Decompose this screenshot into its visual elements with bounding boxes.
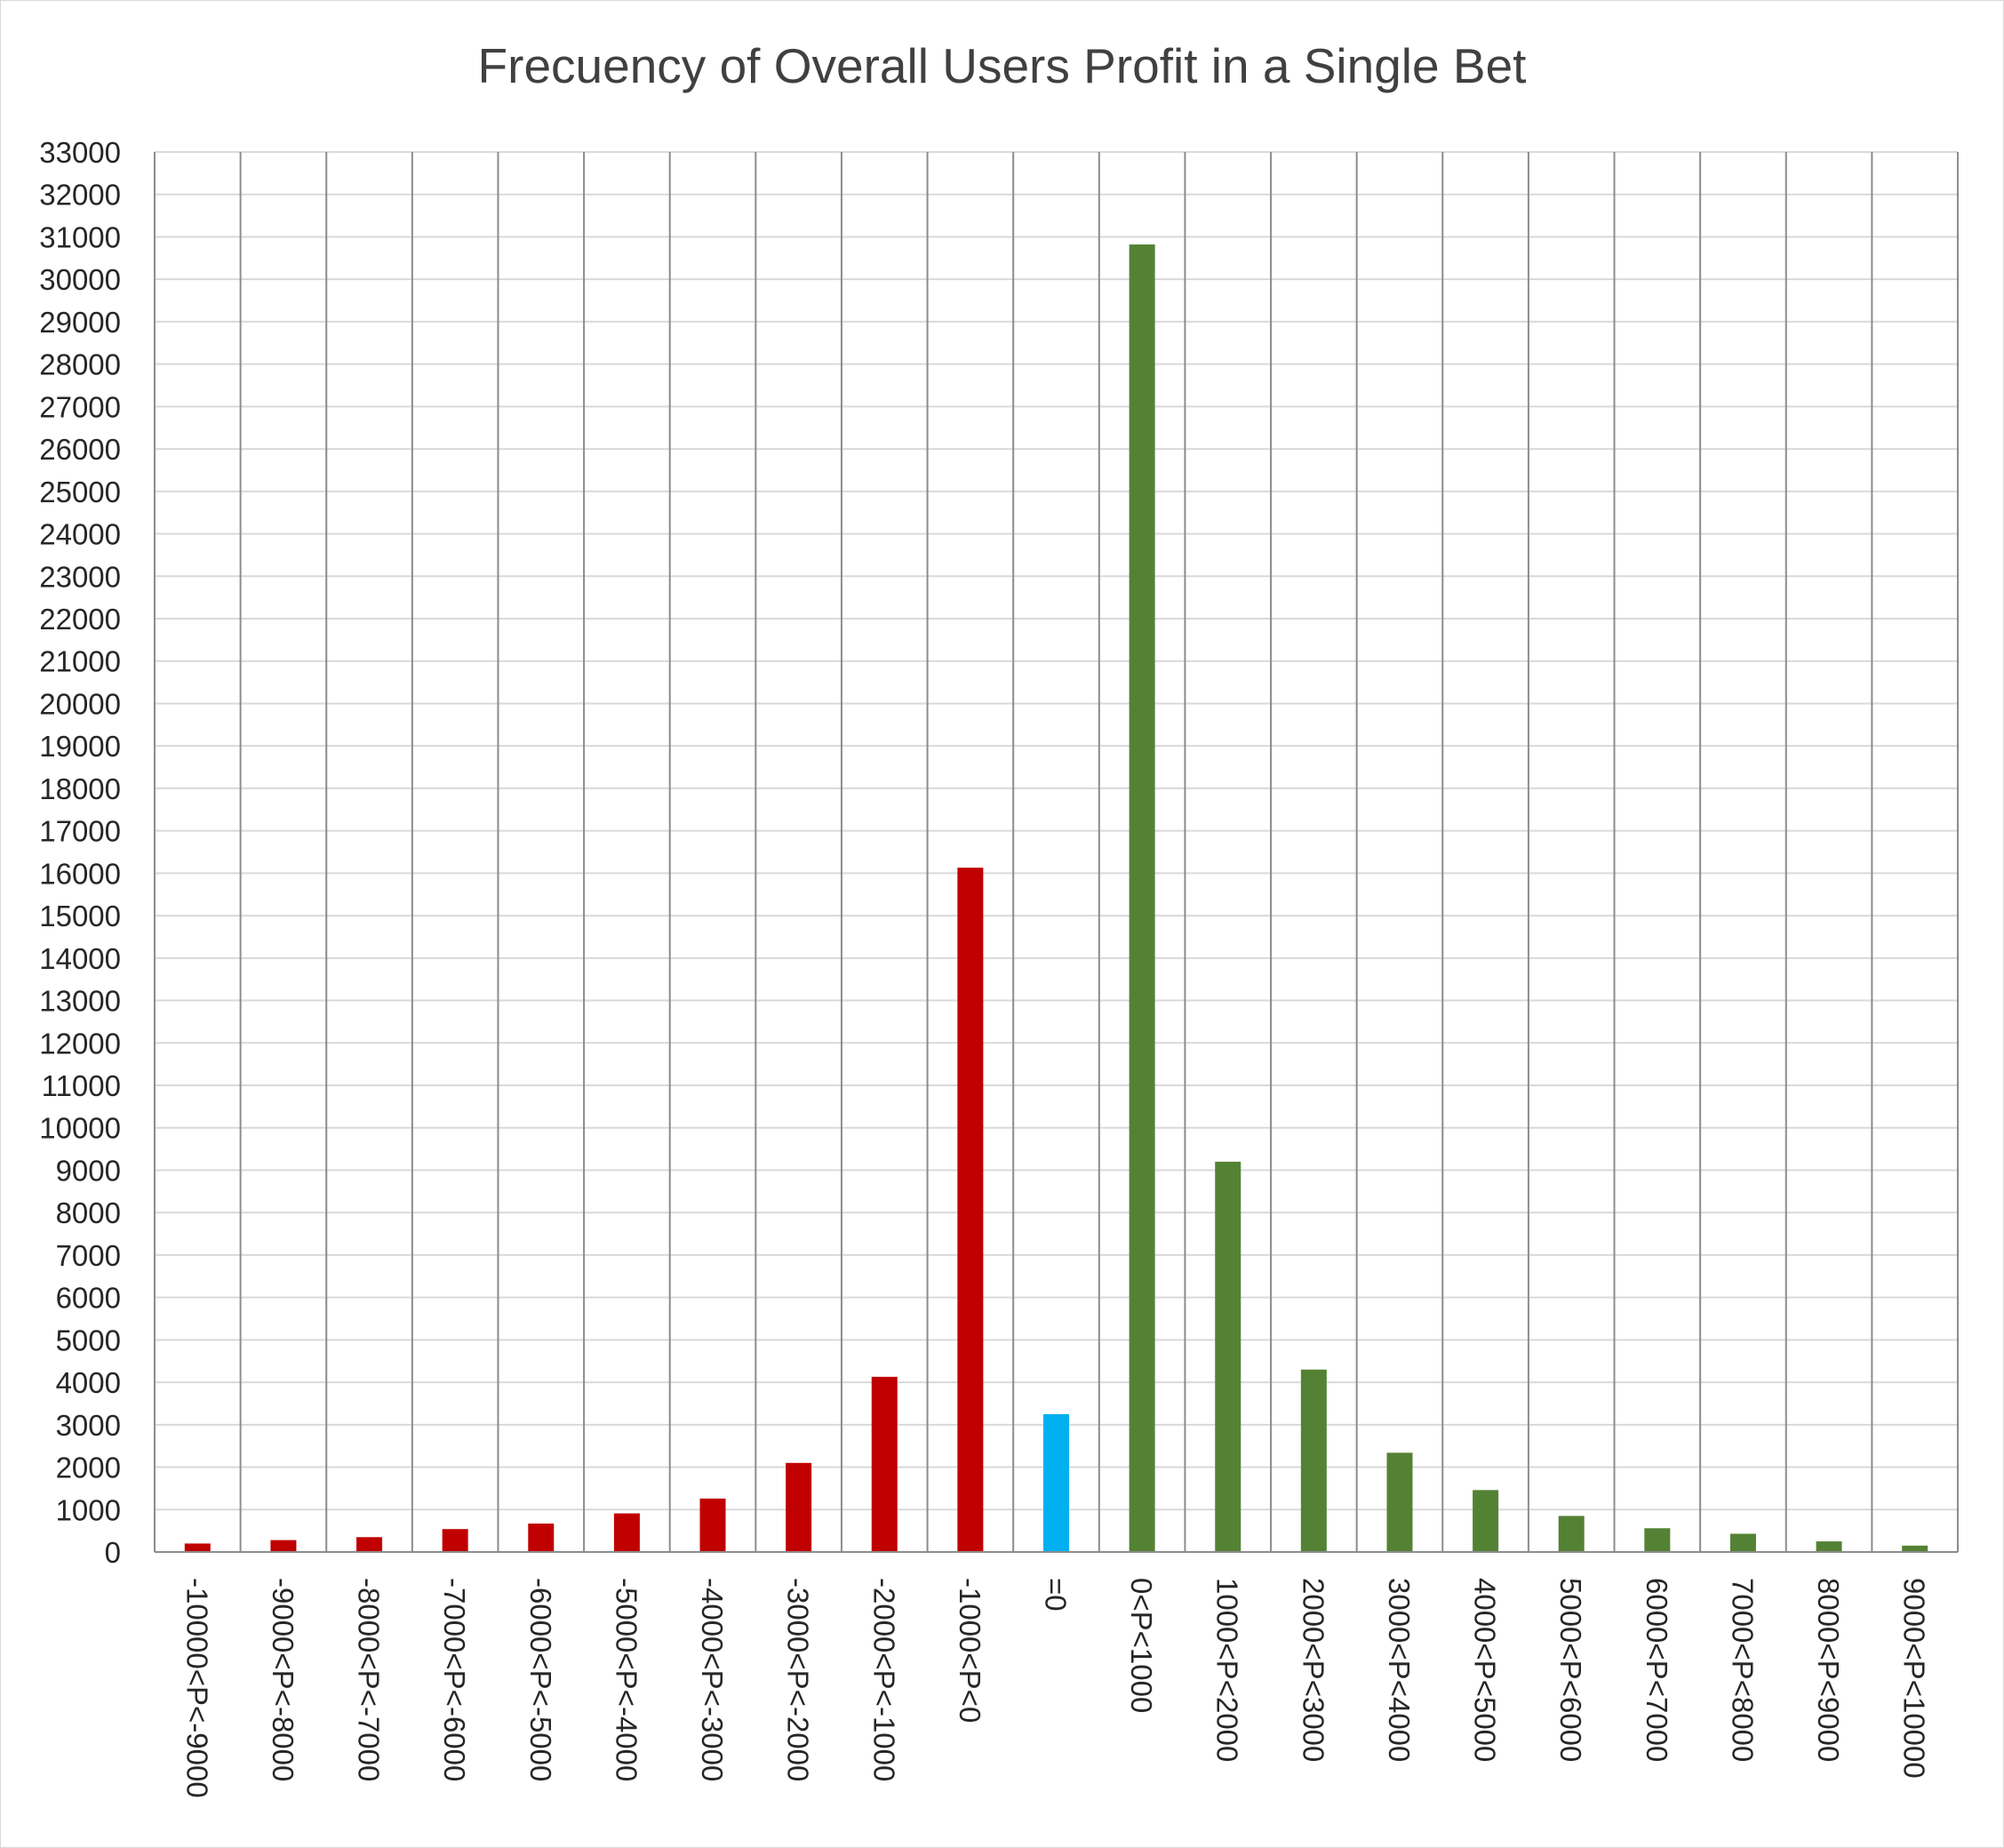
x-tick-label: 3000<P<4000 (1383, 1578, 1416, 1762)
y-tick-label: 32000 (39, 179, 121, 212)
x-tick-label: -1000<P<0 (954, 1578, 986, 1723)
x-tick-label: -2000<P<-1000 (867, 1578, 900, 1781)
y-tick-label: 20000 (39, 687, 121, 720)
y-tick-label: 27000 (39, 390, 121, 423)
x-tick-label: 2000<P<3000 (1297, 1578, 1329, 1762)
bar (1300, 1369, 1327, 1552)
bar (1902, 1545, 1928, 1552)
bar (871, 1376, 898, 1552)
x-tick-label: 8000<P<9000 (1812, 1578, 1845, 1762)
x-tick-label: 1000<P<2000 (1211, 1578, 1244, 1762)
x-tick-labels: -10000<P<-9000 -9000<P<-8000 -8000<P<-7000… (180, 1578, 1930, 1798)
y-tick-label: 9000 (56, 1154, 121, 1187)
y-tick-label: 19000 (39, 730, 121, 763)
x-tick-label: -6000<P<-5000 (524, 1578, 557, 1781)
bar (442, 1529, 468, 1552)
bar (1215, 1161, 1242, 1552)
y-tick-label: 33000 (39, 136, 121, 169)
x-tick-label: 4000<P<5000 (1469, 1578, 1502, 1762)
x-tick-label: -5000<P<-4000 (610, 1578, 643, 1781)
y-tick-label: 5000 (56, 1324, 121, 1356)
y-tick-label: 8000 (56, 1196, 121, 1229)
y-tick-label: 13000 (39, 985, 121, 1018)
y-tick-label: 22000 (39, 603, 121, 636)
x-tick-label: 9000<P<10000 (1898, 1578, 1931, 1779)
y-tick-label: 2000 (56, 1452, 121, 1484)
y-tick-label: 18000 (39, 772, 121, 805)
y-tick-label: 31000 (39, 220, 121, 253)
y-tick-label: 11000 (42, 1069, 121, 1102)
bars (184, 244, 1928, 1553)
chart-title: Frecuency of Overall Users Profit in a S… (477, 38, 1527, 93)
y-tick-label: 1000 (56, 1493, 121, 1526)
bar (528, 1524, 555, 1552)
y-tick-label: 17000 (39, 815, 121, 848)
y-tick-label: 12000 (39, 1027, 121, 1060)
bar (1473, 1490, 1499, 1552)
gridlines (154, 151, 1959, 1553)
x-tick-label: -3000<P<-2000 (782, 1578, 815, 1781)
bar (1816, 1541, 1842, 1552)
y-tick-label: 15000 (39, 900, 121, 932)
y-tick-labels: 0 1000 2000 3000 4000 5000 6000 7000 8000 9000 100… (39, 136, 121, 1569)
bar (1558, 1516, 1585, 1552)
x-tick-label: -8000<P<-7000 (353, 1578, 386, 1781)
x-tick-label: 0<P<1000 (1125, 1578, 1158, 1713)
y-tick-label: 3000 (56, 1409, 121, 1442)
y-tick-label: 30000 (39, 263, 121, 296)
x-tick-label: 7000<P<8000 (1726, 1578, 1759, 1762)
bar (786, 1462, 812, 1552)
y-tick-label: 6000 (56, 1282, 121, 1315)
bar (270, 1540, 297, 1552)
y-tick-label: 24000 (39, 518, 121, 551)
bar (957, 868, 984, 1552)
x-tick-label: 5000<P<6000 (1554, 1578, 1587, 1762)
y-tick-label: 16000 (39, 857, 121, 890)
y-tick-label: 7000 (56, 1239, 121, 1272)
bar (184, 1543, 211, 1552)
x-tick-label: -10000<P<-9000 (180, 1578, 213, 1798)
y-tick-label: 25000 (39, 476, 121, 508)
y-tick-label: 26000 (39, 433, 121, 466)
bar (1043, 1413, 1069, 1552)
x-tick-label: 6000<P<7000 (1641, 1578, 1673, 1762)
bar (613, 1513, 640, 1552)
y-tick-label: 28000 (39, 348, 121, 381)
x-tick-label: -4000<P<-3000 (696, 1578, 729, 1781)
x-tick-label: -7000<P<-6000 (438, 1578, 471, 1781)
y-tick-label: 23000 (39, 560, 121, 593)
y-tick-label: 14000 (39, 942, 121, 975)
y-tick-label: 0 (105, 1536, 121, 1569)
y-tick-label: 10000 (39, 1112, 121, 1145)
y-tick-label: 4000 (56, 1366, 121, 1399)
y-tick-label: 21000 (39, 645, 121, 678)
bar (1729, 1533, 1756, 1552)
x-tick-label: =0 (1040, 1578, 1073, 1612)
bar (1129, 244, 1155, 1553)
y-tick-label: 29000 (39, 306, 121, 339)
bar (1644, 1528, 1671, 1552)
bar (1386, 1452, 1413, 1552)
bar (699, 1498, 726, 1552)
x-tick-label: -9000<P<-8000 (267, 1578, 299, 1781)
bar (356, 1537, 383, 1552)
